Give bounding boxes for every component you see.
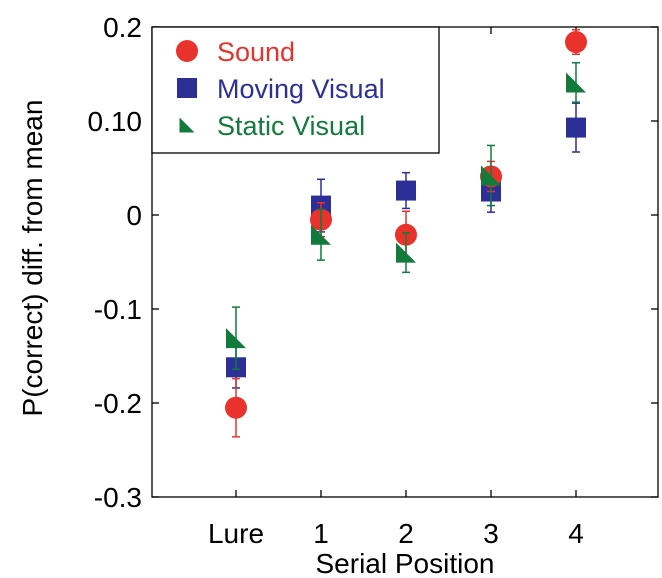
data-point — [396, 180, 416, 201]
legend-label: Sound — [217, 37, 295, 67]
data-point — [481, 165, 501, 186]
legend-label: Static Visual — [217, 111, 365, 141]
axes: 0.2 0.10 0 -0.1 -0.2 -0.3 Lure 1 2 3 4 — [88, 12, 659, 549]
y-tick-label: 0.2 — [103, 12, 142, 43]
legend-marker — [179, 117, 195, 133]
y-tick-label: -0.3 — [94, 482, 142, 513]
y-tick-label: 0.10 — [88, 106, 143, 137]
data-point — [226, 328, 246, 349]
data-point — [566, 72, 586, 93]
legend-box — [151, 26, 440, 154]
y-tick-label: -0.1 — [94, 294, 142, 325]
x-tick-label: 1 — [313, 518, 329, 549]
y-tick-label: 0 — [126, 200, 142, 231]
data-point — [225, 396, 247, 419]
legend-label: Moving Visual — [217, 74, 385, 104]
data-point — [396, 242, 416, 263]
legend: Sound Moving Visual Static Visual — [151, 26, 440, 154]
data-point — [311, 224, 331, 245]
x-tick-label: Lure — [208, 518, 264, 549]
x-tick-label: 4 — [568, 518, 584, 549]
x-tick-label: 3 — [483, 518, 499, 549]
y-axis-title: P(correct) diff. from mean — [17, 100, 48, 417]
x-tick-label: 2 — [398, 518, 414, 549]
data-layer — [225, 29, 587, 438]
legend-marker — [176, 40, 198, 62]
data-point — [565, 31, 587, 54]
y-tick-label: -0.2 — [94, 388, 142, 419]
legend-marker — [177, 78, 197, 98]
series-static-visual — [226, 61, 586, 370]
data-point — [566, 117, 586, 138]
x-axis-title: Serial Position — [316, 548, 495, 578]
